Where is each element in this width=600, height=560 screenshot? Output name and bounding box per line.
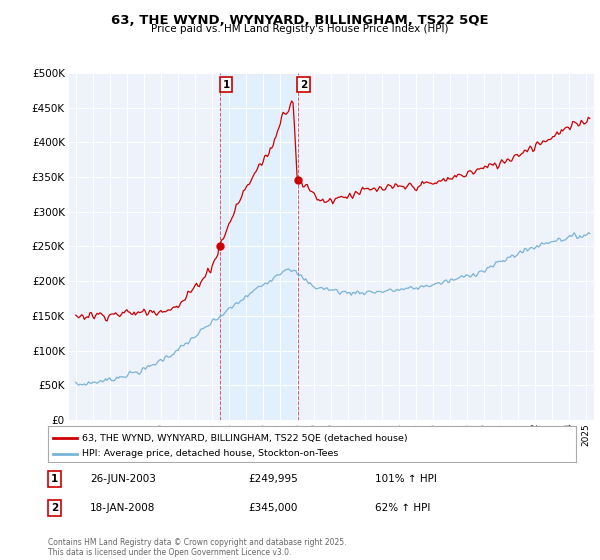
Text: £249,995: £249,995 xyxy=(248,474,298,484)
Text: Contains HM Land Registry data © Crown copyright and database right 2025.
This d: Contains HM Land Registry data © Crown c… xyxy=(48,538,347,557)
Text: 62% ↑ HPI: 62% ↑ HPI xyxy=(376,503,431,513)
Text: 1: 1 xyxy=(51,474,58,484)
Text: HPI: Average price, detached house, Stockton-on-Tees: HPI: Average price, detached house, Stoc… xyxy=(82,450,338,459)
Text: 101% ↑ HPI: 101% ↑ HPI xyxy=(376,474,437,484)
Text: 2: 2 xyxy=(300,80,307,90)
Bar xyxy=(220,73,298,420)
Text: 26-JUN-2003: 26-JUN-2003 xyxy=(90,474,156,484)
Text: 63, THE WYND, WYNYARD, BILLINGHAM, TS22 5QE: 63, THE WYND, WYNYARD, BILLINGHAM, TS22 … xyxy=(111,14,489,27)
Text: 1: 1 xyxy=(223,80,230,90)
Text: £345,000: £345,000 xyxy=(248,503,298,513)
Text: 18-JAN-2008: 18-JAN-2008 xyxy=(90,503,155,513)
Text: 2: 2 xyxy=(51,503,58,513)
Text: Price paid vs. HM Land Registry's House Price Index (HPI): Price paid vs. HM Land Registry's House … xyxy=(151,24,449,34)
Text: 63, THE WYND, WYNYARD, BILLINGHAM, TS22 5QE (detached house): 63, THE WYND, WYNYARD, BILLINGHAM, TS22 … xyxy=(82,434,408,443)
